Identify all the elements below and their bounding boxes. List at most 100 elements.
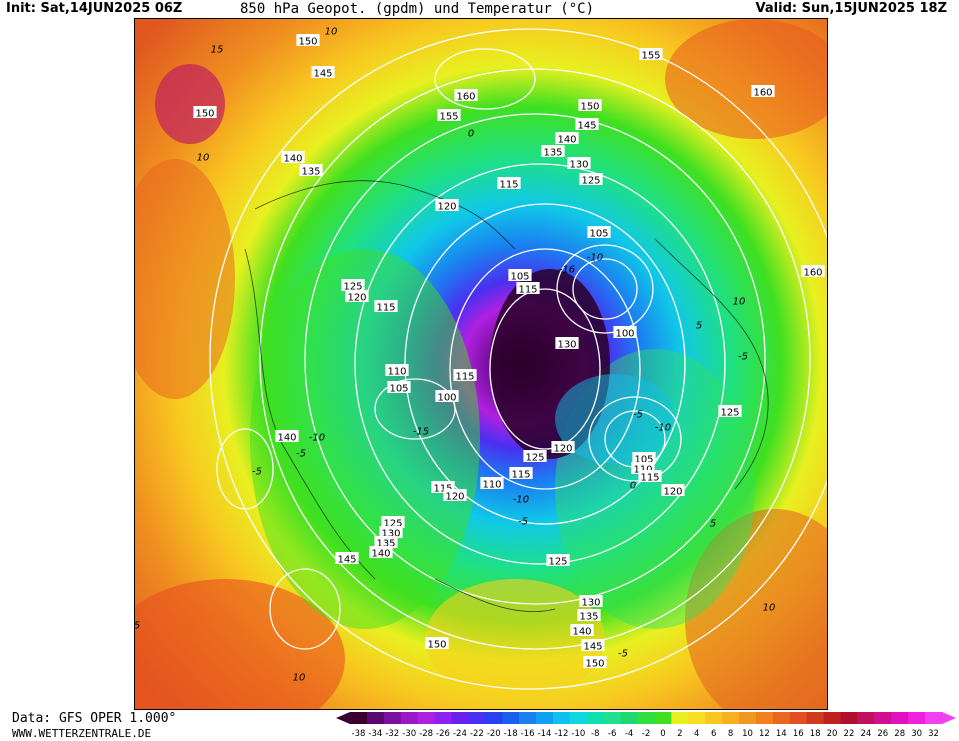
geopotential-label-bg <box>516 282 540 294</box>
colorbar-swatch <box>789 712 808 724</box>
geopotential-label-bg <box>345 290 369 302</box>
colorbar-swatch <box>519 712 537 724</box>
colorbar-tick-label: -4 <box>625 729 633 739</box>
geopotential-label: 100 <box>437 393 456 404</box>
geopotential-label: 120 <box>553 444 572 455</box>
colorbar-tick-label: 30 <box>911 729 922 739</box>
temperature-label: -10 <box>587 253 603 264</box>
geopotential-label: 105 <box>634 455 653 466</box>
geopotential-contours <box>209 28 827 690</box>
geopotential-label-bg <box>497 177 521 189</box>
geopotential-label-bg <box>374 536 398 548</box>
geopotential-label: 130 <box>557 340 576 351</box>
colorbar-swatch <box>806 712 825 724</box>
geopotential-label: 115 <box>518 285 537 296</box>
geopotential-label: 150 <box>585 659 604 670</box>
geopotential-label: 125 <box>720 408 739 419</box>
geopotential-label-bg <box>523 450 547 462</box>
coastlines <box>244 180 769 613</box>
colorbar-swatch <box>874 712 892 724</box>
website: WWW.WETTERZENTRALE.DE <box>12 727 152 740</box>
colorbar-tick-label: -6 <box>608 729 616 739</box>
colorbar-swatch <box>502 712 520 724</box>
geopotential-label-bg <box>587 226 611 238</box>
colorbar-swatch <box>857 712 875 724</box>
colorbar-tick-label: -22 <box>470 729 484 739</box>
geopotential-label: 155 <box>439 112 458 123</box>
colorbar-swatch <box>840 712 858 724</box>
data-source: Data: GFS OPER 1.000° <box>12 711 177 726</box>
geopotential-label: 140 <box>557 135 576 146</box>
geopotential-label: 135 <box>543 148 562 159</box>
geopotential-label: 105 <box>389 384 408 395</box>
geopotential-label-bg <box>296 34 320 46</box>
geopotential-label: 140 <box>371 549 390 560</box>
geopotential-label-bg <box>435 199 459 211</box>
geopotential-label-bg <box>480 477 504 489</box>
temperature-label: 5 <box>696 321 702 332</box>
colorbar-arrow-right <box>942 712 956 724</box>
geopotential-label: 125 <box>343 282 362 293</box>
geopotential-label: 150 <box>195 109 214 120</box>
colorbar-tick-label: 12 <box>759 729 770 739</box>
colorbar-tick-label: 18 <box>810 729 821 739</box>
geopotential-label: 140 <box>283 154 302 165</box>
colorbar-tick-label: 24 <box>860 729 871 739</box>
temperature-label: 10 <box>763 603 776 614</box>
temperature-label: -10 <box>309 433 325 444</box>
colorbar-swatch <box>755 712 774 724</box>
temperature-label: -5 <box>518 517 528 528</box>
colorbar-tick-label: -8 <box>591 729 599 739</box>
geopotential-label: 115 <box>499 180 518 191</box>
temperature-label: -5 <box>618 649 628 660</box>
colorbar-swatch <box>434 712 452 724</box>
geopotential-label-bg <box>751 85 775 97</box>
geopotential-label-bg <box>583 656 607 668</box>
geopotential-label: 115 <box>640 473 659 484</box>
geopotential-label: 160 <box>803 268 822 279</box>
colorbar-tick-label: 20 <box>827 729 838 739</box>
geopotential-label-bg <box>551 441 575 453</box>
geopotential-label: 150 <box>427 640 446 651</box>
colorbar-tick-label: -30 <box>402 729 416 739</box>
geopotential-label: 135 <box>579 612 598 623</box>
temperature-label: 0 <box>630 481 636 492</box>
warm-region <box>425 579 605 699</box>
geopotential-label-bg <box>577 609 601 621</box>
warm-region <box>685 509 827 709</box>
geopotential-label-bg <box>801 265 825 277</box>
geopotential-label: 125 <box>383 519 402 530</box>
geopotential-label: 135 <box>301 167 320 178</box>
colorbar-swatch <box>620 712 639 724</box>
colorbar-swatch <box>739 712 757 724</box>
colorbar-swatch <box>552 712 571 724</box>
colorbar-tick-label: -16 <box>521 729 535 739</box>
colorbar-tick-label: -34 <box>368 729 382 739</box>
geopotential-label-bg <box>579 595 603 607</box>
temperature-label: -5 <box>633 410 643 421</box>
temperature-label: -5 <box>738 352 748 363</box>
geopotential-label-bg <box>718 405 742 417</box>
geopotential-label-bg <box>508 269 532 281</box>
green-region <box>250 249 480 629</box>
colorbar-swatch <box>722 712 740 724</box>
color-scale: -38 -34 -32 -30 -28 -26 -24 -22 -20 -18 -16 -14 -12-… <box>336 712 956 739</box>
colorbar-tick-label: -20 <box>487 729 501 739</box>
colorbar-swatch <box>705 712 723 724</box>
geopotential-label-bg <box>555 132 579 144</box>
geopotential-label: 115 <box>376 303 395 314</box>
colorbar-tick-label: 16 <box>793 729 804 739</box>
colorbar-swatch <box>383 712 402 724</box>
temperature-label: -10 <box>513 495 529 506</box>
colorbar-tick-label: 4 <box>694 729 699 739</box>
geopotential-label-bg <box>443 489 467 501</box>
geopotential-label: 120 <box>437 202 456 213</box>
geopotential-label-bg <box>638 470 662 482</box>
geopotential-label: 110 <box>387 367 406 378</box>
colorbar-swatch <box>569 712 588 724</box>
colorbar-swatch <box>366 712 385 724</box>
colorbar-swatch <box>671 712 689 724</box>
geopotential-label: 105 <box>589 229 608 240</box>
geopotential-label: 130 <box>381 529 400 540</box>
valid-time: Valid: Sun,15JUN2025 18Z <box>755 1 947 16</box>
